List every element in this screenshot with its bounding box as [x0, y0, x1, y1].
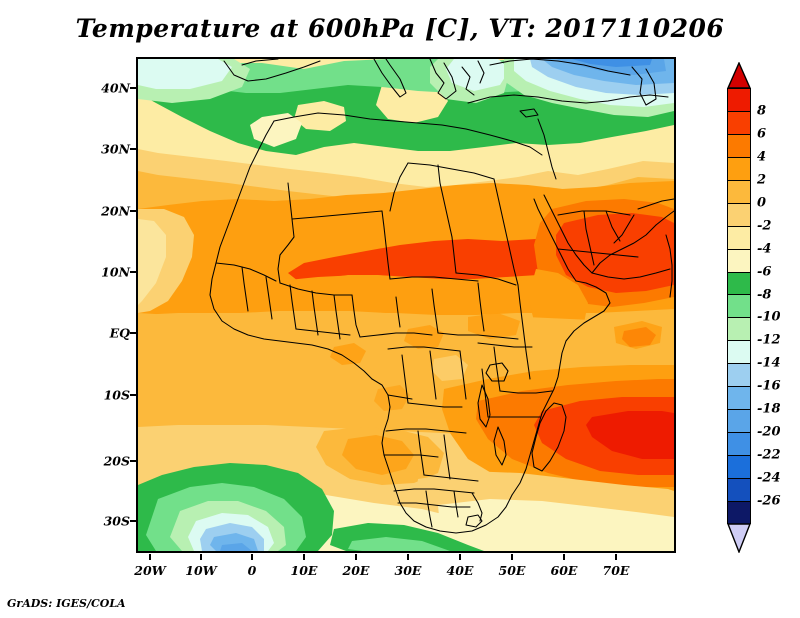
colorbar-band	[728, 180, 750, 204]
colorbar-band	[728, 157, 750, 181]
y-tick-label-40n: 40N	[101, 80, 130, 96]
colorbar: 8 6 4 2 0 -2 -4 -6 -8 -10 -12 -14 -16 -18 -20 -22 -24 -26	[727, 62, 781, 553]
chart-title: Temperature at 600hPa [C], VT: 201711020…	[75, 14, 725, 43]
colorbar-tick-label: -24	[757, 470, 781, 486]
colorbar-tick-label: 0	[757, 195, 767, 211]
temperature-field-map	[138, 59, 674, 551]
x-tick-label-30e: 30E	[394, 563, 422, 578]
colorbar-bands	[727, 88, 751, 525]
colorbar-band	[728, 410, 750, 434]
colorbar-band	[728, 433, 750, 456]
y-tick-label-10n: 10N	[101, 264, 130, 280]
colorbar-tick-label: 2	[757, 172, 767, 188]
y-tick-label-20s: 20S	[103, 453, 130, 469]
x-tick-label-10w: 10W	[185, 563, 217, 578]
colorbar-band	[728, 272, 750, 296]
colorbar-tick-label: -2	[757, 218, 772, 234]
y-tick-mark	[130, 394, 136, 396]
colorbar-band	[728, 89, 750, 112]
x-tick-label-70e: 70E	[602, 563, 630, 578]
colorbar-tick-label: -6	[757, 264, 772, 280]
colorbar-tick-label: -10	[757, 309, 781, 325]
x-tick-label-20w: 20W	[134, 563, 166, 578]
y-tick-mark	[130, 271, 136, 273]
colorbar-band	[728, 341, 750, 365]
x-tick-mark	[251, 554, 253, 560]
colorbar-band	[728, 226, 750, 250]
colorbar-band	[728, 134, 750, 158]
colorbar-tick-label: -22	[757, 447, 781, 463]
colorbar-tick-label: -8	[757, 287, 772, 303]
colorbar-tick-label: -16	[757, 378, 781, 394]
colorbar-band	[728, 364, 750, 388]
x-tick-mark	[615, 554, 617, 560]
grads-credit: GrADS: IGES/COLA	[7, 597, 126, 610]
colorbar-over-arrow-icon	[727, 62, 751, 89]
colorbar-band	[728, 318, 750, 342]
map-plot-area	[136, 57, 676, 553]
x-tick-mark	[511, 554, 513, 560]
x-tick-label-10e: 10E	[290, 563, 318, 578]
y-tick-mark	[130, 520, 136, 522]
y-tick-mark	[130, 87, 136, 89]
colorbar-band	[728, 111, 750, 135]
colorbar-band	[728, 249, 750, 273]
colorbar-tick-label: -4	[757, 241, 772, 257]
x-tick-label-20e: 20E	[342, 563, 370, 578]
colorbar-tick-label: 6	[757, 126, 767, 142]
colorbar-band	[728, 203, 750, 227]
colorbar-tick-label: -18	[757, 401, 781, 417]
colorbar-tick-label: -26	[757, 493, 781, 509]
y-tick-label-10s: 10S	[103, 387, 130, 403]
colorbar-tick-label: 8	[757, 103, 767, 119]
x-tick-label-60e: 60E	[550, 563, 578, 578]
colorbar-tick-label: -20	[757, 424, 781, 440]
y-tick-mark	[130, 210, 136, 212]
colorbar-tick-label: -12	[757, 332, 781, 348]
colorbar-band	[728, 456, 750, 479]
x-tick-mark	[407, 554, 409, 560]
y-tick-label-20n: 20N	[101, 203, 130, 219]
x-tick-label-50e: 50E	[498, 563, 526, 578]
colorbar-under-arrow-icon	[727, 523, 751, 553]
colorbar-band	[728, 478, 750, 502]
colorbar-band	[728, 295, 750, 319]
y-tick-mark	[130, 460, 136, 462]
y-tick-label-eq: EQ	[109, 325, 130, 341]
y-tick-label-30s: 30S	[103, 513, 130, 529]
x-tick-mark	[355, 554, 357, 560]
x-tick-mark	[149, 554, 151, 560]
y-tick-mark	[130, 148, 136, 150]
x-tick-mark	[563, 554, 565, 560]
x-tick-label-0: 0	[247, 563, 257, 578]
y-tick-mark	[130, 332, 136, 334]
x-tick-mark	[303, 554, 305, 560]
colorbar-tick-label: 4	[757, 149, 767, 165]
x-tick-mark	[459, 554, 461, 560]
colorbar-band	[728, 387, 750, 411]
x-tick-label-40e: 40E	[446, 563, 474, 578]
y-tick-label-30n: 30N	[101, 141, 130, 157]
x-tick-mark	[200, 554, 202, 560]
colorbar-tick-label: -14	[757, 355, 781, 371]
colorbar-band	[728, 501, 750, 525]
